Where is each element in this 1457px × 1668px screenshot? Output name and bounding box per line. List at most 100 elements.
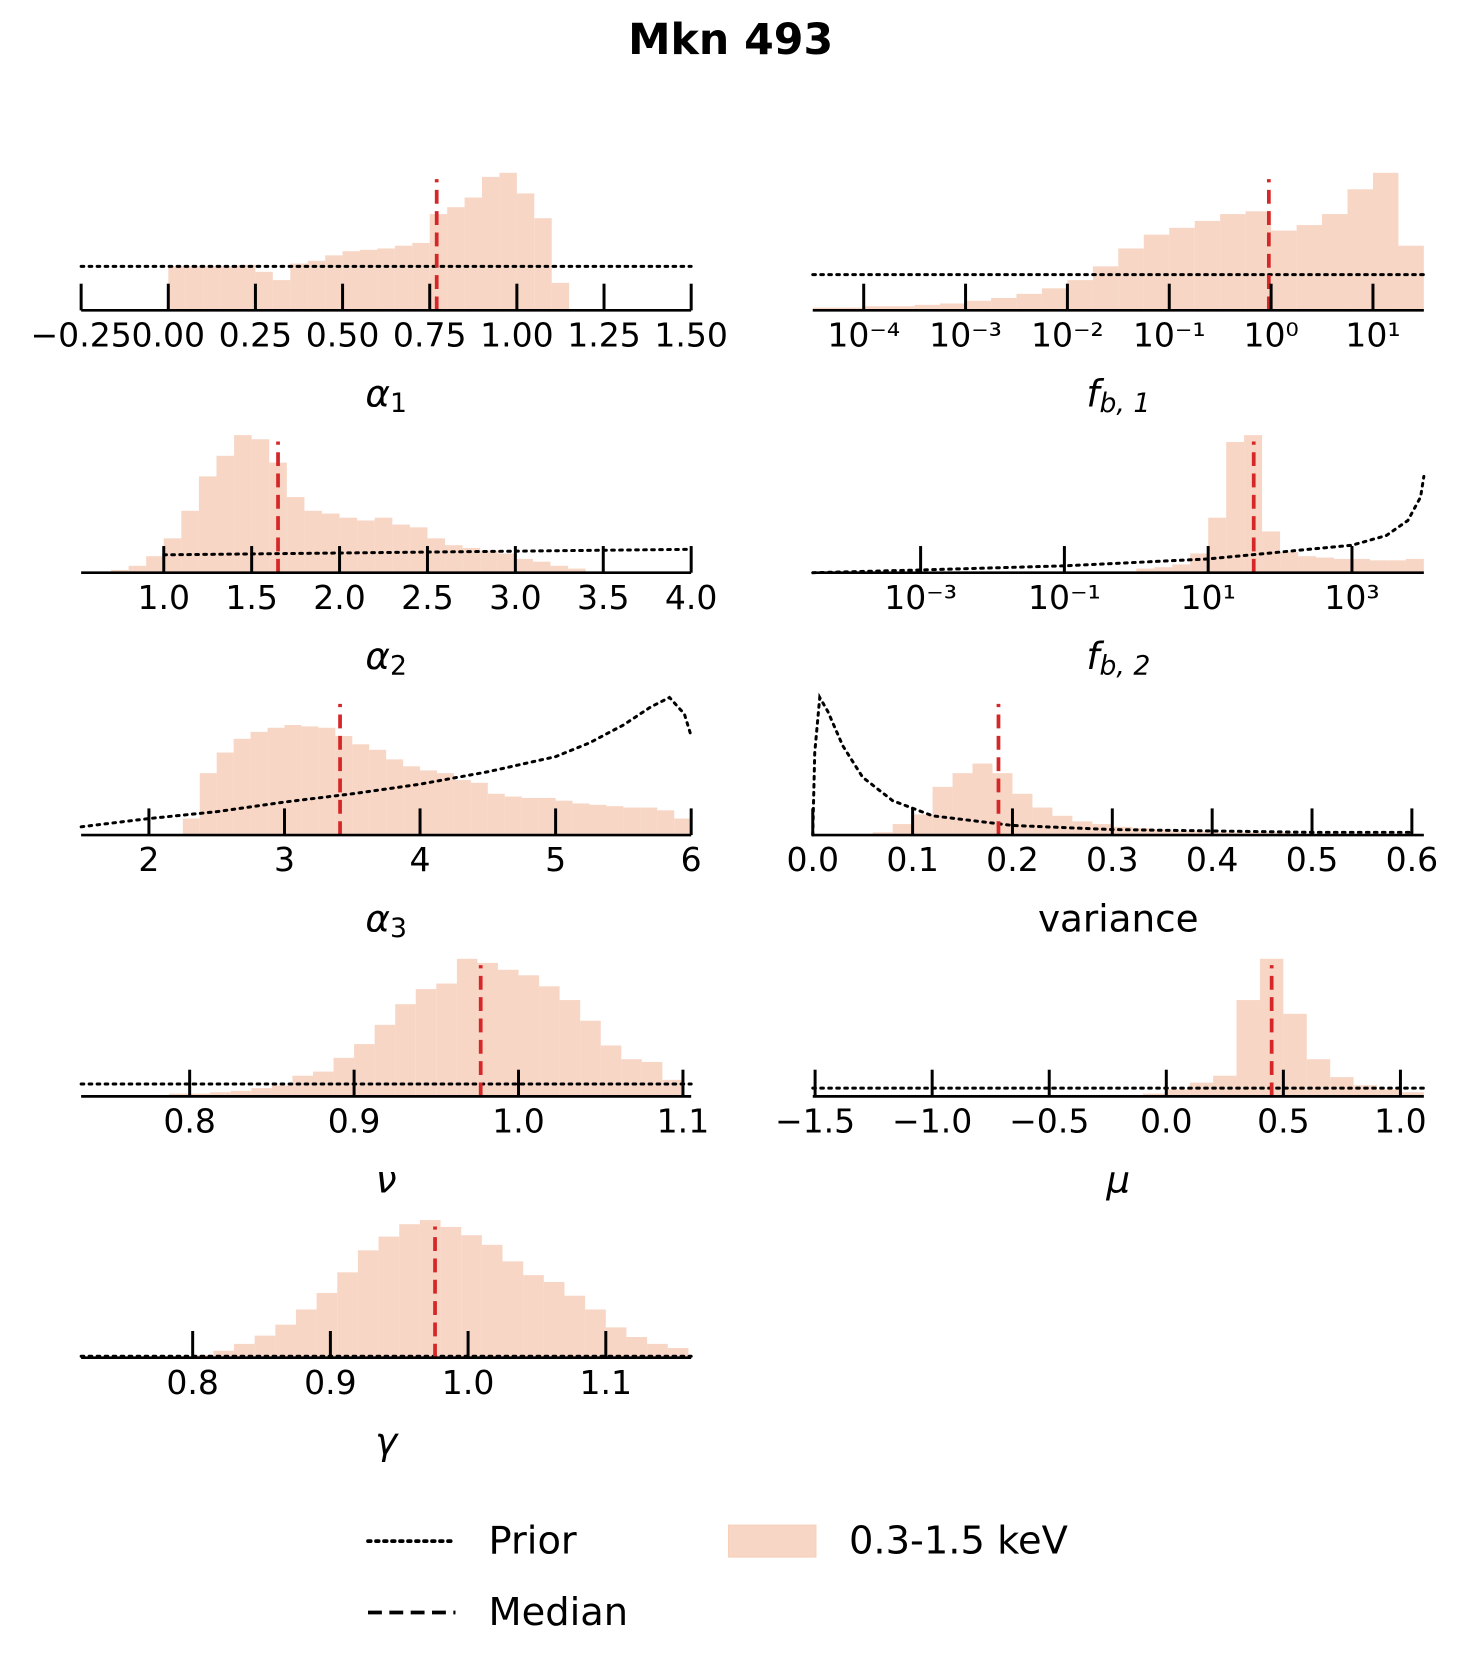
histogram-bar — [640, 807, 658, 836]
histogram-bar — [470, 782, 488, 836]
histogram-bar — [238, 264, 256, 311]
histogram-bar — [374, 1024, 396, 1097]
histogram-bar — [392, 524, 410, 573]
histogram-bar — [168, 266, 186, 311]
histogram-bar — [516, 193, 535, 311]
histogram-bar — [1315, 557, 1334, 573]
histogram-bar — [399, 1224, 420, 1358]
histogram-bar — [254, 1335, 276, 1358]
x-axis-label: variance — [1038, 896, 1199, 940]
histogram-bar — [1032, 807, 1053, 836]
histogram-bar — [1194, 220, 1221, 311]
histogram-bar — [339, 517, 358, 573]
x-tick-label: 0.00 — [131, 316, 205, 355]
x-tick-label: 10¹ — [1345, 316, 1400, 355]
histogram-bar — [965, 300, 992, 311]
histogram-bar — [1012, 793, 1033, 836]
histogram-bar — [914, 304, 941, 311]
histogram-bar — [427, 538, 446, 573]
histogram-bar — [1067, 280, 1093, 311]
histogram-bar — [255, 271, 273, 311]
histogram-bar — [515, 558, 533, 573]
histogram-bar — [499, 172, 517, 311]
histogram-bar — [220, 266, 239, 311]
x-axis-label: fb, 2 — [1086, 634, 1150, 682]
histogram-bar — [181, 510, 199, 573]
histogram-bar — [1333, 558, 1352, 573]
histogram-bar — [386, 759, 404, 836]
x-tick-label: 1.0 — [442, 1363, 495, 1402]
histogram-bar — [872, 832, 893, 836]
histogram-bar — [892, 824, 913, 836]
x-tick-label: 0.3 — [1086, 840, 1139, 879]
histogram-bar — [230, 1090, 252, 1097]
x-axis-label-sub: 3 — [390, 912, 407, 943]
histogram-bar — [952, 773, 973, 836]
x-tick-label: 3.0 — [489, 578, 542, 617]
histogram-bar — [275, 1324, 296, 1358]
histogram-bar — [185, 266, 204, 311]
histogram-bar — [1041, 288, 1068, 311]
histogram-bar — [1232, 832, 1253, 836]
x-tick-label: 0.9 — [304, 1363, 357, 1402]
histogram-bar — [412, 242, 430, 311]
panel: 0.8 0.9 1.0 1.1 ν — [79, 958, 709, 1201]
histogram-bar — [550, 565, 569, 573]
histogram-bar — [812, 307, 839, 311]
x-axis-label-base: μ — [1105, 1157, 1130, 1201]
histogram-bar — [1092, 266, 1119, 311]
x-tick-label: 1.25 — [567, 316, 641, 355]
panel: 0.0 0.1 0.2 0.3 0.4 0.5 0.6 variance — [786, 692, 1438, 940]
histogram-bar — [1208, 517, 1227, 573]
histogram-bar — [647, 1343, 668, 1358]
x-axis-label-base: γ — [375, 1418, 399, 1462]
histogram-bar — [436, 983, 457, 1097]
histogram-bar — [623, 807, 641, 836]
histogram-bar — [838, 307, 864, 311]
x-axis-label-base: α — [365, 371, 390, 415]
histogram-bar — [360, 249, 378, 311]
x-axis-label: μ — [1105, 1157, 1130, 1201]
x-tick-label: 0.0 — [786, 840, 839, 879]
histogram-bar — [497, 553, 516, 573]
histogram-bar — [307, 260, 326, 311]
x-tick-label: 10⁰ — [1243, 316, 1298, 355]
x-tick-label: 1.5 — [225, 578, 278, 617]
histogram-bar — [234, 435, 252, 573]
histogram-bar — [972, 763, 993, 836]
histogram-bar — [464, 197, 483, 311]
histogram-bar — [377, 248, 395, 311]
histogram-bar — [1189, 1082, 1214, 1097]
histogram-bar — [251, 1088, 272, 1097]
histogram-bar — [128, 565, 147, 573]
x-tick-label: 10³ — [1324, 578, 1379, 617]
histogram-bar — [497, 969, 519, 1097]
x-tick-label: 0.4 — [1186, 840, 1239, 879]
histogram-bar — [1152, 829, 1173, 836]
histogram-bar — [1118, 248, 1144, 311]
histogram-bar — [199, 773, 217, 836]
histogram-bar — [369, 749, 387, 836]
panel: 0.8 0.9 1.0 1.1 γ — [79, 1220, 693, 1462]
x-tick-label: 10⁻² — [1031, 316, 1104, 355]
histogram-bar — [342, 251, 361, 311]
histogram-bar — [940, 303, 966, 311]
histogram-bar — [1236, 1000, 1260, 1097]
histogram-bar — [318, 727, 336, 836]
histogram-bar — [182, 818, 200, 836]
x-tick-label: 10⁻³ — [884, 578, 957, 617]
figure-title: Mkn 493 — [628, 15, 833, 65]
histogram-bar — [216, 455, 235, 573]
histogram-bar — [487, 793, 505, 836]
histogram-bar — [1306, 1059, 1331, 1097]
histogram-bar — [551, 282, 570, 311]
histogram-bar — [203, 266, 221, 311]
x-tick-label: −1.5 — [775, 1102, 855, 1141]
x-tick-label: −0.25 — [30, 316, 131, 355]
histogram-bar — [641, 1061, 663, 1097]
histogram-bar — [482, 176, 500, 311]
histogram-bar — [1172, 830, 1193, 836]
histogram-bar — [1212, 832, 1233, 836]
histogram-bar — [286, 497, 305, 573]
histogram-bar — [146, 556, 164, 573]
